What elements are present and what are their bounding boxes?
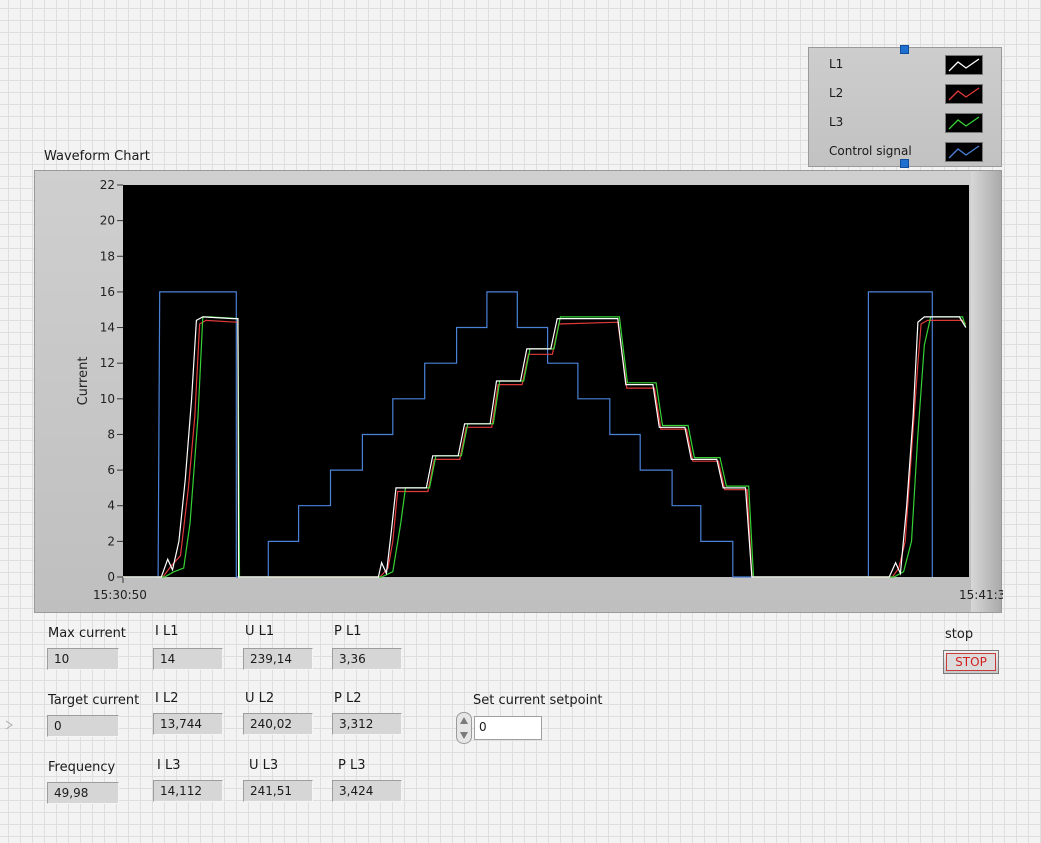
pl1-label: P L1 bbox=[334, 624, 362, 639]
series-line-control-signal bbox=[123, 291, 933, 578]
legend-item-label: L1 bbox=[829, 57, 844, 71]
ul1-label: U L1 bbox=[245, 624, 275, 639]
legend-item[interactable]: Control signal bbox=[809, 139, 1001, 165]
series-line-l2 bbox=[123, 319, 967, 578]
pl2-field: 3,312 bbox=[332, 713, 402, 735]
frequency-field: 49,98 bbox=[47, 782, 119, 804]
waveform-plot: 0 2 4 6 8 10 12 14 16 18 20 22 Current 15:30:50 15:41:… bbox=[76, 178, 1003, 602]
y-tick-label: 12 bbox=[100, 356, 115, 370]
y-tick-label: 22 bbox=[100, 178, 115, 192]
target-current-field[interactable]: 0 bbox=[47, 715, 119, 737]
plot-area bbox=[123, 185, 969, 577]
y-tick-label: 20 bbox=[100, 214, 115, 228]
stop-button[interactable]: STOP bbox=[943, 650, 999, 674]
y-tick-label: 0 bbox=[107, 570, 115, 584]
ul1-field: 239,14 bbox=[243, 648, 313, 670]
waveform-chart: 0 2 4 6 8 10 12 14 16 18 20 22 Current 15:30:50 15:41:… bbox=[34, 170, 1003, 613]
pl3-field: 3,424 bbox=[332, 780, 402, 802]
resize-handle-bottom[interactable] bbox=[900, 159, 909, 168]
y-tick-label: 18 bbox=[100, 249, 115, 263]
il1-label: I L1 bbox=[155, 624, 179, 639]
il2-label: I L2 bbox=[155, 691, 179, 706]
frequency-label: Frequency bbox=[48, 760, 116, 775]
y-tick-label: 10 bbox=[100, 392, 115, 406]
resize-handle-top[interactable] bbox=[900, 45, 909, 54]
legend-item[interactable]: L1 bbox=[809, 52, 1001, 78]
x-tick-label-start: 15:30:50 bbox=[93, 588, 147, 602]
legend-item[interactable]: L3 bbox=[809, 110, 1001, 136]
max-current-field[interactable]: 10 bbox=[47, 648, 119, 670]
decrement-arrow-icon bbox=[460, 732, 468, 739]
plot-legend[interactable]: L1 L2 L3 Control signal bbox=[808, 47, 1002, 167]
increment-arrow-icon bbox=[460, 717, 468, 724]
setpoint-stepper[interactable] bbox=[456, 712, 472, 744]
pl1-field: 3,36 bbox=[332, 648, 402, 670]
y-tick-label: 2 bbox=[107, 534, 115, 548]
pl3-label: P L3 bbox=[338, 758, 366, 773]
stop-label: stop bbox=[945, 627, 974, 642]
ul3-label: U L3 bbox=[249, 758, 279, 773]
legend-swatch-icon[interactable] bbox=[945, 142, 983, 162]
target-current-label: Target current bbox=[48, 693, 140, 708]
setpoint-label: Set current setpoint bbox=[473, 693, 603, 708]
il2-field: 13,744 bbox=[153, 713, 223, 735]
legend-swatch-icon[interactable] bbox=[945, 55, 983, 75]
il3-label: I L3 bbox=[157, 758, 181, 773]
ul2-label: U L2 bbox=[245, 691, 275, 706]
legend-swatch-icon[interactable] bbox=[945, 113, 983, 133]
ul2-field: 240,02 bbox=[243, 713, 313, 735]
il3-field: 14,112 bbox=[153, 780, 223, 802]
stop-button-label: STOP bbox=[946, 653, 996, 671]
y-axis-label: Current bbox=[76, 357, 91, 406]
legend-swatch-icon[interactable] bbox=[945, 84, 983, 104]
y-tick-label: 16 bbox=[100, 285, 115, 299]
chart-scrollbar[interactable] bbox=[971, 171, 1001, 612]
il1-field: 14 bbox=[153, 648, 223, 670]
legend-item-label: L2 bbox=[829, 86, 844, 100]
y-tick-label: 6 bbox=[107, 463, 115, 477]
terminal-arrow-icon bbox=[5, 720, 13, 730]
chart-title: Waveform Chart bbox=[44, 149, 150, 164]
legend-item[interactable]: L2 bbox=[809, 81, 1001, 107]
pl2-label: P L2 bbox=[334, 691, 362, 706]
max-current-label: Max current bbox=[48, 626, 126, 641]
y-tick-label: 4 bbox=[107, 499, 115, 513]
x-tick-label-end: 15:41:35 bbox=[959, 588, 1003, 602]
ul3-field: 241,51 bbox=[243, 780, 313, 802]
legend-item-label: L3 bbox=[829, 115, 844, 129]
legend-item-label: Control signal bbox=[829, 144, 912, 158]
series-line-l1 bbox=[123, 316, 967, 578]
setpoint-input[interactable]: 0 bbox=[474, 716, 542, 740]
y-tick-label: 14 bbox=[100, 321, 115, 335]
y-tick-label: 8 bbox=[107, 427, 115, 441]
